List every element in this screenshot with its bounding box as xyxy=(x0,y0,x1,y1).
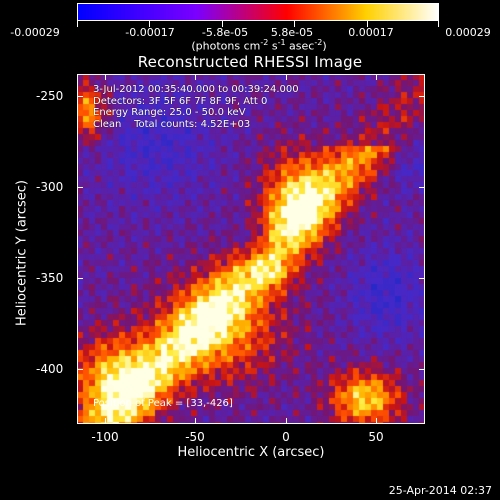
colorbar-label: -0.00017 xyxy=(125,26,175,39)
y-tick xyxy=(419,369,425,370)
colorbar-tick xyxy=(149,21,150,27)
colorbar-tick xyxy=(367,21,368,27)
x-tick xyxy=(105,74,106,80)
y-tick-label: -350 xyxy=(36,271,64,285)
y-tick xyxy=(419,278,425,279)
colorbar xyxy=(77,3,439,21)
colorbar-tick xyxy=(77,21,78,27)
colorbar-labels: -0.00029 -0.00017 -5.8e-05 5.8e-05 0.000… xyxy=(0,26,500,42)
colorbar-unit: (photons cm-2 s-1 asec-2) xyxy=(191,38,326,53)
x-axis-title: Heliocentric X (arcsec) xyxy=(177,445,325,460)
info-line-clean: Clean Total counts: 4.52E+03 xyxy=(93,118,251,130)
y-tick xyxy=(419,187,425,188)
heatmap-canvas xyxy=(77,74,425,424)
info-line-energy: Energy Range: 25.0 - 50.0 keV xyxy=(93,107,246,118)
plot-title: Reconstructed RHESSI Image xyxy=(137,53,363,71)
unit-text: s xyxy=(268,39,278,53)
heatmap-plot xyxy=(77,74,425,424)
x-tick xyxy=(195,74,196,80)
x-tick xyxy=(286,74,287,80)
y-tick-label: -250 xyxy=(36,89,64,103)
y-tick xyxy=(419,96,425,97)
unit-sup: -1 xyxy=(277,38,286,47)
colorbar-label: 0.00029 xyxy=(445,26,491,39)
colorbar-tick xyxy=(438,21,439,27)
x-tick-label: 50 xyxy=(368,430,384,444)
colorbar-label: -5.8e-05 xyxy=(201,26,249,39)
unit-sup: -2 xyxy=(314,38,323,47)
info-line-detectors: Detectors: 3F 5F 6F 7F 8F 9F, Att 0 xyxy=(93,95,268,107)
x-tick xyxy=(376,418,377,424)
x-tick-label: -100 xyxy=(91,430,119,444)
unit-text: asec xyxy=(285,39,315,53)
colorbar-label: 0.00017 xyxy=(348,26,394,39)
colorbar-label: 5.8e-05 xyxy=(270,26,314,39)
y-tick xyxy=(77,278,83,279)
x-tick-label: -50 xyxy=(185,430,205,444)
x-tick xyxy=(105,418,106,424)
y-axis-title: Heliocentric Y (arcsec) xyxy=(14,180,30,326)
x-tick xyxy=(286,418,287,424)
colorbar-tick xyxy=(222,21,223,27)
y-tick-label: -400 xyxy=(36,362,64,376)
unit-sup: -2 xyxy=(260,38,269,47)
colorbar-label: -0.00029 xyxy=(10,26,60,39)
x-tick xyxy=(376,74,377,80)
colorbar-tick xyxy=(294,21,295,27)
info-text: 3-Jul-2012 00:35:40.000 to 00:39:24.000 D… xyxy=(93,84,299,130)
footer-date: 25-Apr-2014 02:37 xyxy=(388,484,492,497)
y-tick-label: -300 xyxy=(36,180,64,194)
y-tick xyxy=(77,96,83,97)
unit-text: ) xyxy=(322,39,327,53)
x-tick-label: 0 xyxy=(282,430,290,444)
unit-text: (photons cm xyxy=(191,39,261,53)
y-tick xyxy=(77,369,83,370)
peak-position: Position of Peak = [33,-426] xyxy=(93,398,233,409)
x-tick xyxy=(195,418,196,424)
y-tick xyxy=(77,187,83,188)
colorbar-ticks xyxy=(77,21,439,28)
info-line-time: 3-Jul-2012 00:35:40.000 to 00:39:24.000 xyxy=(93,84,299,95)
